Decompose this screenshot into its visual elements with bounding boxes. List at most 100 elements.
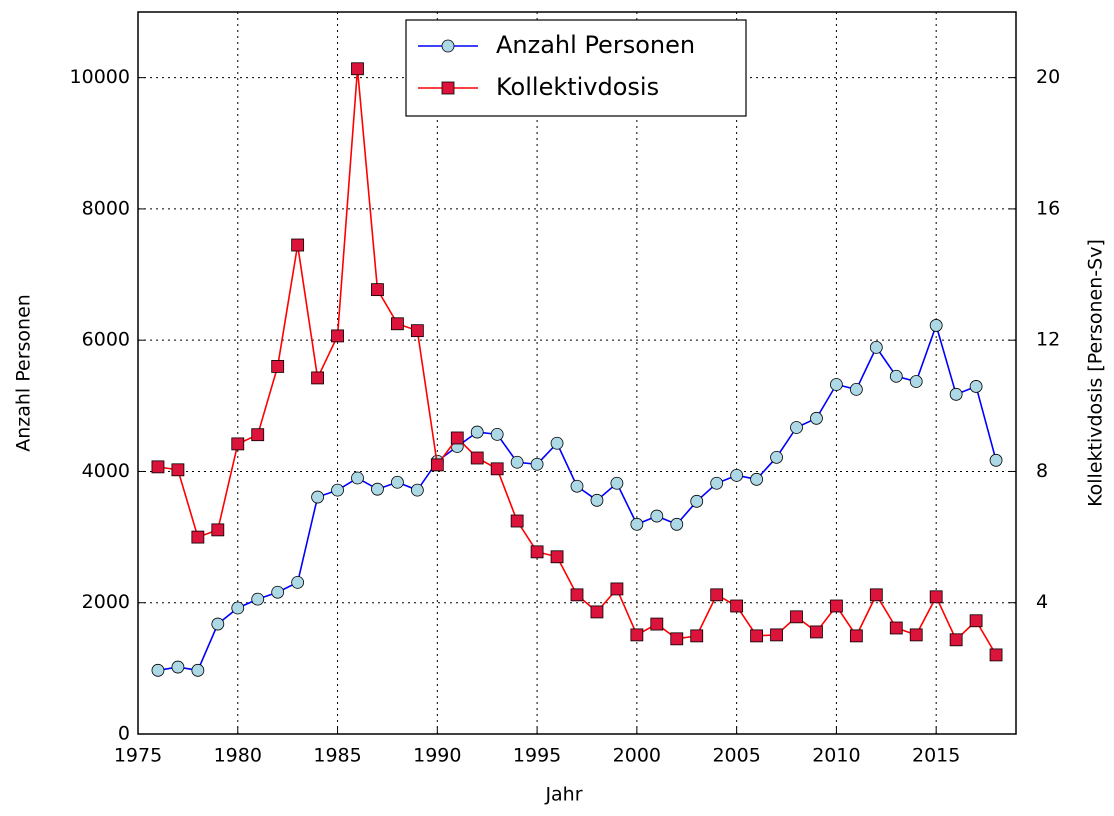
y-tick-label: 4000 bbox=[82, 460, 130, 482]
marker bbox=[570, 588, 584, 602]
y2-tick-label: 8 bbox=[1036, 460, 1048, 482]
x-tick-label: 1980 bbox=[214, 745, 262, 767]
marker bbox=[231, 437, 245, 451]
marker bbox=[790, 610, 803, 624]
marker bbox=[291, 575, 305, 589]
x-tick-label: 2015 bbox=[912, 745, 960, 767]
marker bbox=[441, 39, 455, 53]
series-line bbox=[157, 322, 997, 672]
marker bbox=[650, 617, 664, 631]
marker bbox=[430, 458, 444, 472]
marker bbox=[710, 588, 724, 602]
y2-tick-label: 20 bbox=[1036, 66, 1060, 88]
y-axis-label: Anzahl Personen bbox=[13, 294, 35, 452]
marker bbox=[750, 629, 763, 643]
marker bbox=[670, 517, 684, 531]
marker bbox=[331, 483, 344, 497]
x-tick-label: 1995 bbox=[513, 745, 561, 767]
marker bbox=[510, 455, 524, 469]
marker bbox=[171, 660, 185, 674]
marker bbox=[211, 617, 225, 631]
marker bbox=[231, 601, 245, 615]
marker bbox=[470, 451, 484, 465]
marker bbox=[470, 425, 484, 439]
marker bbox=[770, 450, 783, 464]
marker bbox=[391, 475, 404, 489]
marker bbox=[271, 360, 285, 373]
marker bbox=[490, 462, 504, 476]
marker bbox=[949, 387, 963, 401]
legend-label: Kollektivdosis bbox=[496, 73, 659, 101]
marker bbox=[849, 629, 863, 643]
marker bbox=[530, 545, 544, 559]
marker bbox=[291, 238, 305, 252]
marker bbox=[441, 81, 455, 95]
legend-box bbox=[405, 19, 747, 117]
marker bbox=[770, 628, 783, 642]
marker bbox=[151, 460, 165, 474]
x-tick-label: 1985 bbox=[313, 745, 361, 767]
legend: Anzahl Personen Kollektivdosis bbox=[405, 19, 747, 117]
marker bbox=[550, 436, 564, 450]
y-tick-label: 10000 bbox=[70, 66, 130, 88]
marker bbox=[171, 463, 185, 477]
y-tick-label: 6000 bbox=[82, 329, 130, 351]
marker bbox=[590, 605, 604, 619]
marker bbox=[191, 663, 205, 677]
marker bbox=[830, 378, 843, 391]
marker bbox=[849, 383, 863, 396]
marker bbox=[929, 590, 943, 604]
marker bbox=[630, 628, 644, 642]
marker bbox=[730, 468, 744, 482]
y-tick-label: 8000 bbox=[82, 197, 130, 219]
marker bbox=[989, 648, 1003, 662]
marker bbox=[391, 317, 404, 331]
y2-axis-label: Kollektivdosis [Personen-Sv] bbox=[1085, 239, 1107, 507]
marker bbox=[869, 588, 883, 602]
marker bbox=[351, 62, 364, 76]
marker bbox=[989, 453, 1003, 467]
y2-tick-label: 16 bbox=[1036, 197, 1060, 219]
marker bbox=[630, 517, 644, 531]
x-axis-label: Jahr bbox=[544, 784, 582, 806]
x-tick-label: 1975 bbox=[114, 745, 162, 767]
marker bbox=[610, 476, 624, 490]
marker bbox=[211, 523, 225, 537]
marker bbox=[830, 599, 843, 613]
marker bbox=[351, 471, 364, 485]
x-tick-label: 2010 bbox=[812, 745, 860, 767]
marker bbox=[750, 472, 763, 486]
marker bbox=[590, 493, 604, 507]
marker bbox=[410, 324, 424, 338]
marker bbox=[869, 341, 883, 354]
marker bbox=[810, 625, 823, 639]
x-tick-label: 2000 bbox=[613, 745, 661, 767]
marker bbox=[251, 428, 265, 442]
marker bbox=[650, 509, 664, 523]
marker bbox=[909, 628, 923, 642]
marker bbox=[151, 663, 165, 677]
marker bbox=[889, 369, 903, 383]
x-tick-label: 2005 bbox=[712, 745, 760, 767]
y2-tick-label: 4 bbox=[1036, 591, 1048, 613]
marker bbox=[790, 421, 803, 434]
marker bbox=[251, 592, 265, 606]
x-tick-label: 1990 bbox=[413, 745, 461, 767]
marker bbox=[510, 514, 524, 528]
marker bbox=[730, 599, 744, 613]
marker bbox=[929, 319, 943, 332]
marker bbox=[490, 427, 504, 441]
legend-label: Anzahl Personen bbox=[496, 31, 695, 59]
marker bbox=[969, 380, 983, 393]
marker bbox=[690, 494, 704, 508]
y-tick-label: 2000 bbox=[82, 591, 130, 613]
marker bbox=[311, 371, 324, 385]
marker bbox=[271, 585, 285, 599]
plot-frame bbox=[137, 11, 1017, 735]
marker bbox=[311, 490, 324, 504]
marker bbox=[371, 482, 384, 496]
marker bbox=[570, 479, 584, 493]
marker bbox=[410, 483, 424, 497]
marker bbox=[909, 375, 923, 388]
